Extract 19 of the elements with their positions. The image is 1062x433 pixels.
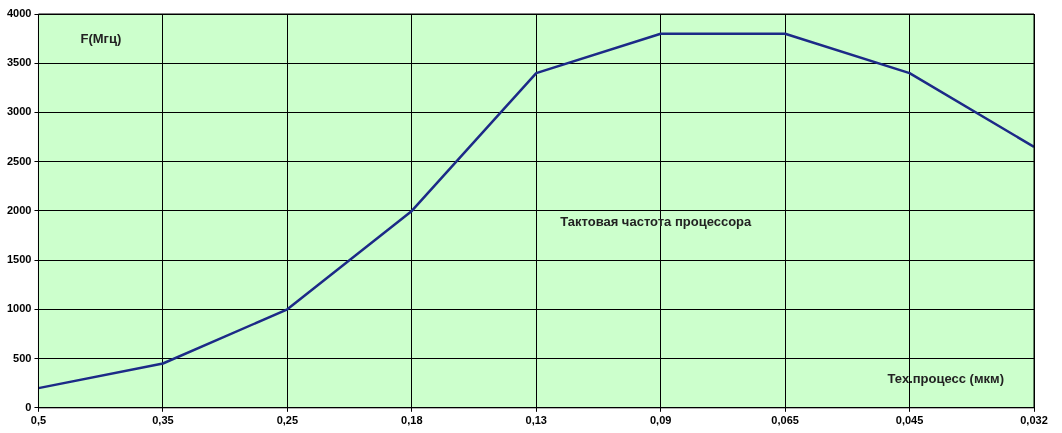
x-tick-label: 0,045	[895, 414, 924, 427]
y-tick-label: 0	[25, 400, 32, 413]
y-tick-label: 3000	[6, 105, 32, 118]
x-tick-label: 0,09	[649, 414, 672, 427]
y-tick-label: 3500	[6, 56, 32, 69]
y-tick-label: 1500	[6, 253, 32, 266]
y-tick-label: 2500	[6, 154, 32, 167]
x-tick-label: 0,032	[1020, 414, 1048, 427]
x-tick-label: 0,18	[401, 414, 423, 427]
y-axis-title: F(Мгц)	[80, 30, 122, 46]
y-tick-label: 500	[13, 351, 32, 364]
x-tick-label: 0,065	[771, 414, 799, 427]
x-tick-label: 0,13	[525, 414, 547, 427]
y-tick-label: 4000	[6, 7, 32, 20]
y-tick-label: 2000	[6, 203, 32, 216]
x-tick-label: 0,35	[152, 414, 174, 427]
y-tick-label: 1000	[6, 302, 32, 315]
x-tick-label: 0,25	[276, 414, 299, 427]
x-tick-label: 0,5	[30, 414, 47, 427]
